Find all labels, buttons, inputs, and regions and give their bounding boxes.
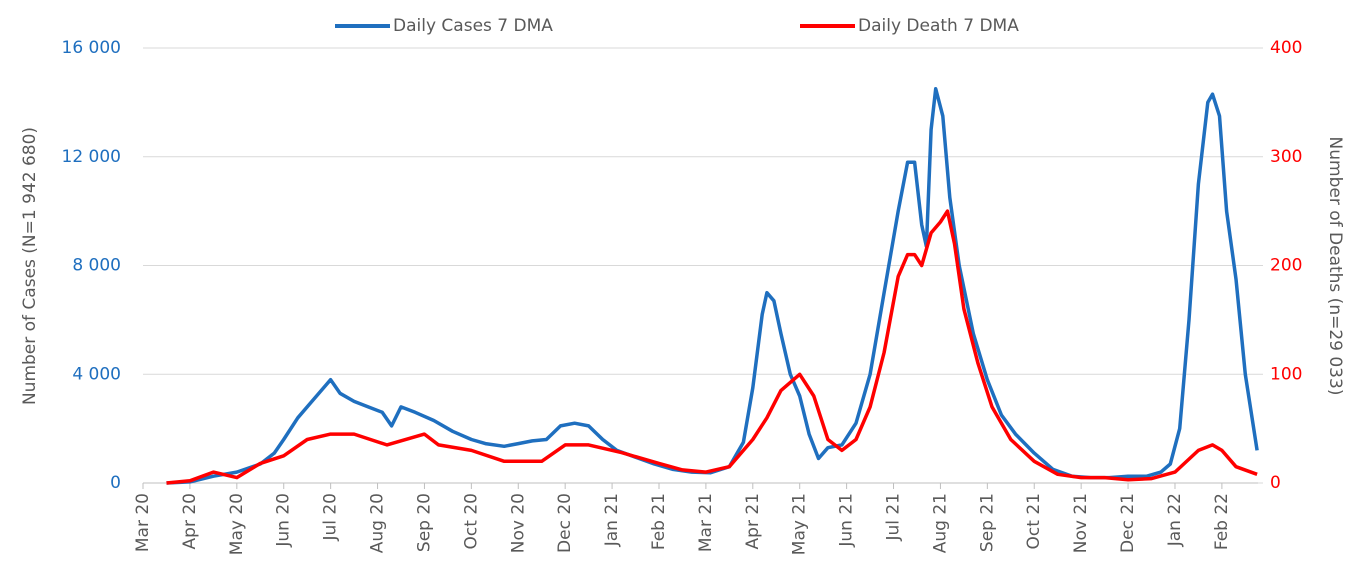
x-tick-label: May 21 [790,493,810,555]
x-tick-label: Sep 20 [414,493,434,552]
legend-label: Daily Death 7 DMA [858,16,1019,36]
x-tick-label: Aug 21 [930,493,950,553]
x-tick-label: Oct 21 [1024,493,1044,549]
x-tick-label: Apr 20 [180,493,200,549]
x-tick-label: Mar 21 [696,493,716,552]
x-tick-label: Mar 20 [133,493,153,552]
y-tick-label: 4 000 [72,364,121,384]
x-tick-label: Jul 21 [884,493,904,542]
x-tick-label: Jun 21 [837,493,857,548]
x-tick-label: Dec 21 [1118,493,1138,553]
y-tick-label: 8 000 [72,256,121,276]
x-tick-label: Apr 21 [743,493,763,549]
series-line [166,209,1258,485]
y-tick-label: 0 [110,473,121,493]
y2-tick-label: 200 [1270,256,1302,276]
x-tick-label: Feb 22 [1212,493,1232,550]
y-tick-label: 12 000 [62,147,121,167]
y2-tick-label: 400 [1270,38,1302,58]
x-tick-label: Sep 21 [977,493,997,552]
x-tick-label: Feb 21 [649,493,669,550]
series-line [166,87,1259,485]
x-tick-label: Nov 20 [508,493,528,553]
legend-label: Daily Cases 7 DMA [393,16,553,36]
x-tick-label: Aug 20 [368,493,388,553]
x-tick-label: Oct 20 [461,493,481,549]
x-tick-label: Dec 20 [555,493,575,553]
x-tick-label: Jul 20 [321,493,341,542]
x-tick-label: Jan 22 [1165,493,1185,547]
x-tick-label: May 20 [227,493,247,555]
y2-tick-label: 300 [1270,147,1302,167]
y2-tick-label: 100 [1270,364,1302,384]
x-tick-label: Jan 21 [602,493,622,547]
y2-tick-label: 0 [1270,473,1281,493]
y-axis-label: Number of Cases (N=1 942 680) [20,127,40,405]
y-tick-label: 16 000 [62,38,121,58]
x-tick-label: Jun 20 [274,493,294,548]
y2-axis-label: Number of Deaths (n=29 033) [1325,137,1345,396]
x-tick-label: Nov 21 [1071,493,1091,553]
